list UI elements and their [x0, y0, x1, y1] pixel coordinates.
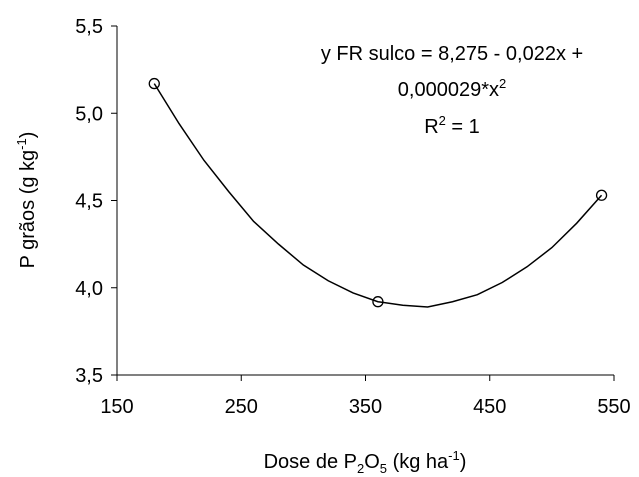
y-tick-label: 3,5: [75, 365, 103, 387]
x-tick-label: 550: [597, 396, 630, 418]
x-label-sup: -1: [448, 448, 460, 463]
x-label-sub: 2: [357, 461, 364, 476]
annotation-text: y FR sulco = 8,275 - 0,022x +: [321, 43, 583, 65]
y-tick-label: 4,0: [75, 278, 103, 300]
annotation: y FR sulco = 8,275 - 0,022x +: [321, 43, 583, 65]
annotation: R2 = 1: [424, 113, 480, 138]
x-label-text: (kg ha: [387, 451, 449, 473]
y-axis-label: P grãos (g kg-1): [14, 132, 39, 269]
x-label-text: Dose de P: [264, 451, 357, 473]
x-tick-label: 250: [225, 396, 258, 418]
y-tick-label: 5,0: [75, 103, 103, 125]
annotation-sup: 2: [439, 113, 446, 128]
x-tick-label: 350: [349, 396, 382, 418]
data-point: [372, 296, 384, 308]
annotation-text: R: [424, 116, 438, 138]
x-label-text: O: [364, 451, 380, 473]
y-tick-label: 5,5: [75, 16, 103, 38]
x-axis-label: Dose de P2O5 (kg ha-1): [264, 448, 467, 476]
x-label-sub: 5: [380, 461, 387, 476]
x-tick-label: 450: [473, 396, 506, 418]
annotation-sup: 2: [499, 76, 506, 91]
data-point: [148, 77, 160, 90]
y-label-sup: -1: [14, 138, 29, 150]
annotation-text: 0,000029*x: [398, 79, 499, 101]
y-tick-label: 4,5: [75, 191, 103, 213]
data-point: [595, 189, 608, 201]
annotation-text: = 1: [446, 116, 480, 138]
x-label-text: ): [460, 451, 467, 473]
fit-curve: [153, 83, 603, 308]
y-label-text: P grãos (g kg: [17, 150, 39, 269]
x-tick-label: 150: [100, 396, 133, 418]
annotation: 0,000029*x2: [398, 76, 506, 101]
y-label-text: ): [17, 132, 39, 139]
